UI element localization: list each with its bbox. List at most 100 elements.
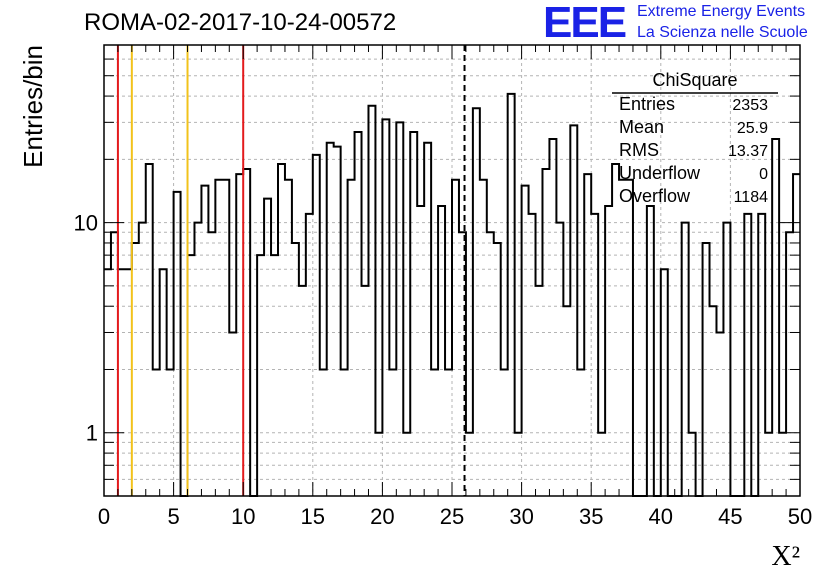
histogram-bin	[222, 180, 229, 496]
histogram-bin	[132, 243, 139, 496]
histogram-bin	[480, 180, 487, 496]
eee-logo-icon: EEE	[543, 0, 627, 47]
histogram-bin	[577, 369, 584, 496]
x-tick-label: 20	[370, 504, 394, 529]
histogram-bin	[257, 255, 264, 496]
histogram-bin	[626, 180, 633, 496]
histogram-bin	[473, 108, 480, 496]
histogram-bin	[417, 206, 424, 496]
histogram-bin	[501, 369, 508, 496]
histogram-bin	[487, 232, 494, 496]
x-tick-label: 5	[167, 504, 179, 529]
stats-title: ChiSquare	[652, 70, 737, 90]
histogram-bin	[605, 206, 612, 496]
histogram-bin	[236, 174, 243, 496]
histogram-bin	[382, 119, 389, 496]
histogram-bin	[508, 94, 515, 496]
run-title: ROMA-02-2017-10-24-00572	[84, 9, 397, 36]
histogram-bin	[146, 164, 153, 496]
histogram-bin	[167, 369, 174, 496]
histogram-bin	[111, 232, 118, 496]
histogram-bin	[779, 433, 786, 496]
histogram-bin	[292, 243, 299, 496]
histogram-bin	[348, 180, 355, 496]
histogram-bin	[264, 199, 271, 496]
histogram-bin	[786, 232, 793, 496]
histogram-line	[104, 92, 800, 497]
x-tick-label: 30	[509, 504, 533, 529]
histogram-bin	[313, 155, 320, 496]
histogram-bin	[410, 132, 417, 496]
histogram-bin	[299, 286, 306, 496]
histogram-bin	[375, 433, 382, 496]
histogram-bin	[201, 186, 208, 496]
histogram-bin	[522, 186, 529, 496]
histogram-bin	[424, 143, 431, 496]
histogram-bin	[723, 223, 730, 496]
histogram-bin	[529, 214, 536, 496]
histogram-bin	[619, 180, 626, 496]
histogram-bin	[542, 169, 549, 496]
histogram-bin	[570, 125, 577, 496]
histogram-bin	[229, 332, 236, 496]
x-tick-label: 40	[649, 504, 673, 529]
x-tick-label: 10	[231, 504, 255, 529]
histogram-bin	[556, 223, 563, 496]
histogram-bin	[772, 139, 779, 496]
x-tick-label: 15	[301, 504, 325, 529]
histogram-bin	[355, 132, 362, 496]
histogram-bin	[591, 214, 598, 496]
histogram-bin	[689, 433, 696, 496]
stats-label-underflow: Underflow	[619, 163, 701, 183]
histogram-bin	[125, 269, 132, 496]
x-tick-label: 25	[440, 504, 464, 529]
histogram-bin	[536, 286, 543, 496]
histogram-bin	[612, 164, 619, 496]
logo-caption-line-1: Extreme Energy Events	[637, 3, 806, 20]
histogram-bin	[104, 269, 111, 496]
histogram-bin	[431, 369, 438, 496]
stats-value-mean: 25.9	[737, 120, 768, 137]
stats-label-overflow: Overflow	[619, 186, 691, 206]
histogram-bin	[549, 139, 556, 496]
histogram-bin	[716, 332, 723, 496]
histogram-bin	[215, 180, 222, 496]
histogram-bin	[188, 255, 195, 496]
histogram-bin	[647, 206, 654, 496]
y-axis-label: Entries/bin	[18, 45, 48, 168]
stats-value-rms: 13.37	[728, 143, 768, 160]
histogram-bin	[389, 369, 396, 496]
histogram-bin	[271, 255, 278, 496]
stats-value-overflow: 1184	[734, 189, 769, 206]
histogram-bin	[306, 214, 313, 496]
stats-value-entries: 2353	[732, 97, 768, 114]
histogram-bin	[403, 433, 410, 496]
histogram-bin	[278, 164, 285, 496]
x-tick-label: 35	[579, 504, 603, 529]
histogram-bin	[334, 147, 341, 496]
histogram-bin	[452, 180, 459, 496]
x-tick-label: 45	[718, 504, 742, 529]
y-tick-label: 10	[74, 211, 98, 236]
histogram-bin	[710, 306, 717, 496]
histogram-bin	[396, 122, 403, 496]
histogram-bin	[285, 180, 292, 496]
histogram-bin	[744, 214, 751, 496]
histogram-bin	[598, 433, 605, 496]
stats-label-rms: RMS	[619, 140, 659, 160]
histogram-bin	[320, 369, 327, 496]
x-tick-label: 50	[788, 504, 812, 529]
x-tick-label: 0	[98, 504, 110, 529]
stats-value-underflow: 0	[759, 166, 768, 183]
histogram-bin	[563, 306, 570, 496]
histogram-bin	[368, 106, 375, 496]
histogram-bin	[758, 214, 765, 496]
histogram-bin	[515, 433, 522, 496]
histogram-bin	[174, 192, 181, 496]
histogram-bin	[466, 433, 473, 496]
histogram-bin	[703, 243, 710, 496]
histogram-bin	[584, 174, 591, 496]
stats-label-mean: Mean	[619, 117, 664, 137]
histogram-bin	[362, 286, 369, 496]
